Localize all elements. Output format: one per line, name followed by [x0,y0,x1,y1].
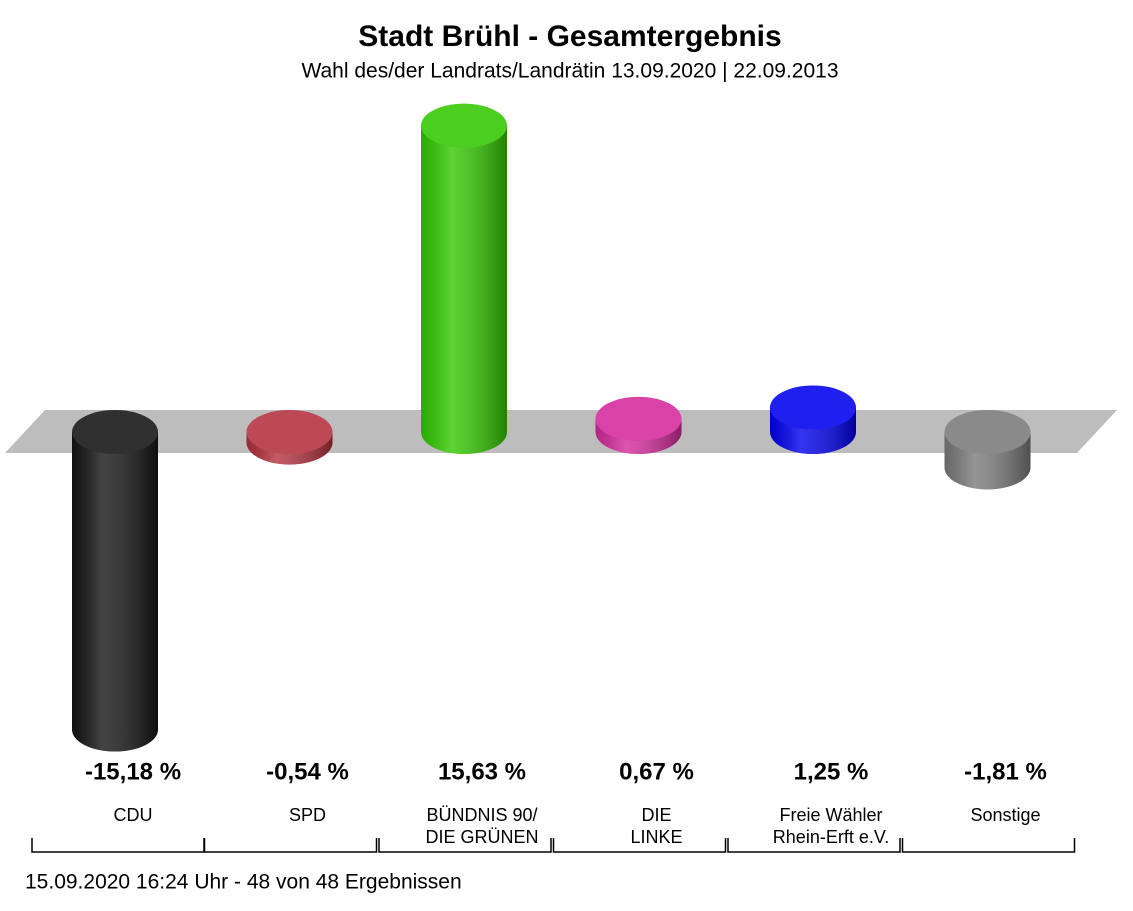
category-bracket [378,838,552,853]
bar-cap-top-light [72,410,158,454]
bar-cap-top-light [770,385,856,430]
bar-cap-top [421,103,507,148]
bar-cap-top-light [595,396,682,441]
category-bracket [901,838,1076,853]
bar-cap-top-light [421,103,507,148]
value-label: -15,18 % [85,758,181,785]
bar-cap-top [595,396,682,441]
x-tick-label: Sonstige [970,805,1041,825]
bar-cap-top [72,410,158,454]
x-tick-label: CDU [113,805,153,825]
category-bracket [552,838,727,853]
chart-title: Stadt Brühl - Gesamtergebnis [358,20,781,53]
category-bracket [203,838,378,853]
category-bracket [31,838,205,853]
value-label: -1,81 % [964,758,1047,785]
footer: 15.09.2020 16:24 Uhr - 48 von 48 Ergebni… [25,871,462,894]
x-tick-label: Freie Wähler Rhein-Erft e.V. [772,805,890,847]
value-label: 1,25 % [794,758,869,785]
value-label: -0,54 % [266,758,349,785]
value-label: 15,63 % [438,758,526,785]
bar-shade [421,125,507,432]
value-label: 0,67 % [619,758,694,785]
bar-cap-top [246,410,333,454]
bar-cap-top [944,410,1031,454]
category-bracket [727,838,901,853]
x-tick-label: BÜNDNIS 90/ DIE GRÜNEN [425,805,539,847]
bar-cap-top-light [246,410,333,454]
x-tick-label: DIE LINKE [630,805,683,847]
bar-shade [72,432,158,730]
bar-cap-top-light [944,410,1031,454]
chart-subtitle: Wahl des/der Landrats/Landrätin 13.09.20… [301,60,838,83]
x-tick-label: SPD [288,805,326,825]
bar-cap-top [770,385,856,430]
